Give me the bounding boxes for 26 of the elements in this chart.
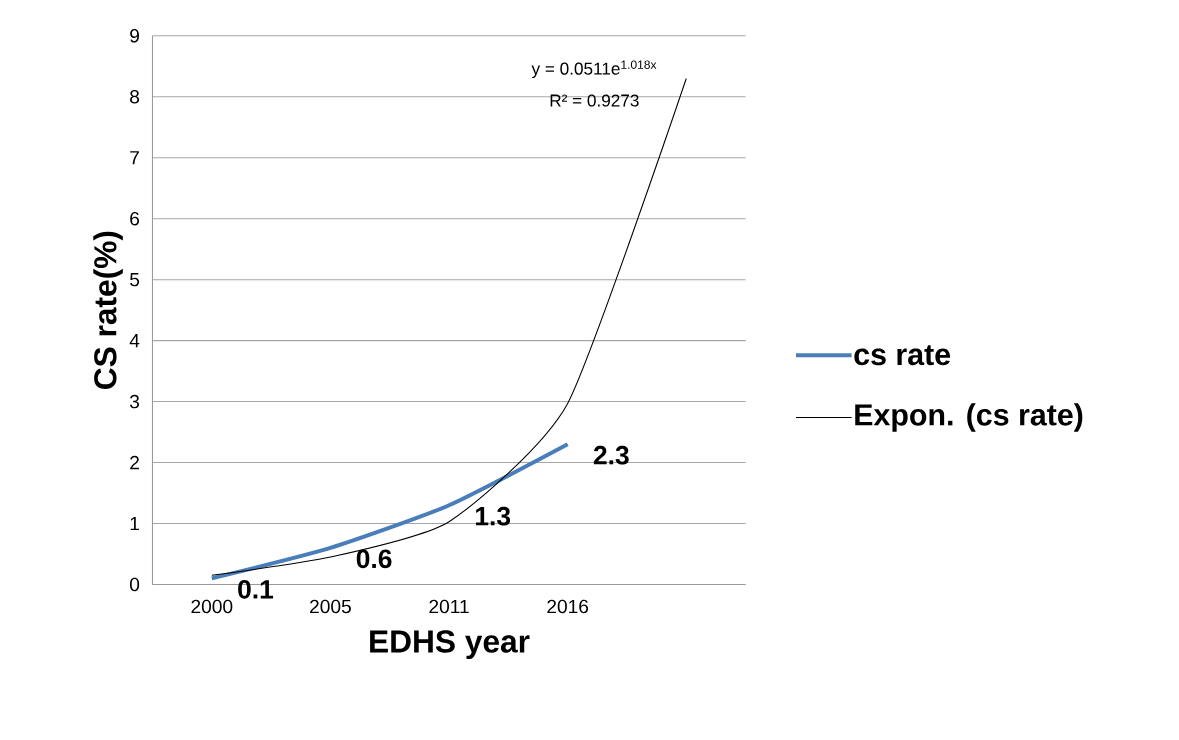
- data-label: 0.1: [238, 580, 274, 599]
- line-series: [209, 442, 570, 581]
- y-axis-title: CS rate(%): [93, 231, 123, 390]
- legend-label: cs rate: [854, 345, 951, 366]
- data-label: 0.6: [356, 549, 392, 569]
- y-tick-label: 7: [130, 151, 139, 165]
- x-tick-label: 2005: [310, 599, 351, 614]
- y-tick-label: 6: [130, 212, 140, 226]
- y-tick-label: 4: [129, 334, 140, 348]
- y-tick-label: 1: [130, 517, 139, 531]
- y-tick-label: 3: [129, 395, 140, 409]
- y-tick-label: 5: [130, 273, 140, 287]
- y-tick-label: 8: [130, 90, 140, 104]
- x-tick-label: 2016: [547, 599, 589, 614]
- x-axis-title: EDHS year: [370, 630, 530, 660]
- data-label: 2.3: [593, 446, 629, 465]
- annotation: y = 0.0511e$^{1.018x}$: [531, 60, 657, 79]
- y-tick-label: 9: [130, 29, 139, 43]
- x-tick-label: 2011: [429, 599, 469, 614]
- line-series: [211, 78, 687, 577]
- data-label: 1.3: [476, 507, 511, 526]
- x-tick-label: 2000: [191, 599, 233, 614]
- legend-label: Expon. (cs rate): [855, 403, 1083, 432]
- annotation: R² = 0.9273: [550, 94, 639, 107]
- y-tick-label: 2: [130, 456, 139, 470]
- y-tick-label: 0: [129, 577, 140, 592]
